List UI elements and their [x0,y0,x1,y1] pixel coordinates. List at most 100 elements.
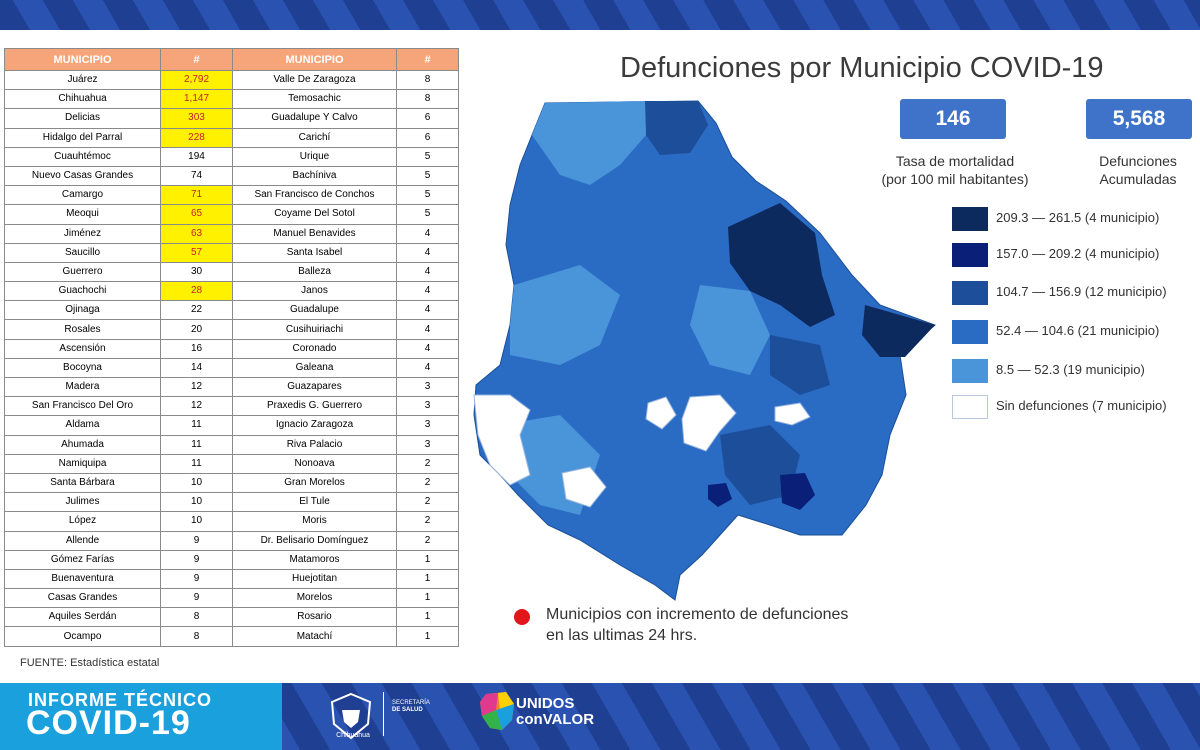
municipio-name-left: Jiménez [4,223,161,244]
death-count-right: 3 [396,396,459,417]
map-region-center-dark [770,335,830,395]
municipio-name-right: Nonoava [232,453,397,474]
municipio-name-right: Manuel Benavides [232,223,397,244]
municipio-name-left: Ascensión [4,338,161,359]
municipio-name-right: Matachí [232,626,397,647]
legend-swatch [952,207,988,231]
municipio-name-left: Camargo [4,185,161,206]
map-region-west-light [510,265,620,365]
red-marker-icon [514,609,530,625]
map-region-empty-4 [774,402,811,426]
banner-report-line1: INFORME TÉCNICO [28,690,212,710]
deaths-table: MUNICIPIO # MUNICIPIO # Juárez 2,792 Valle… [4,48,459,650]
table-row: Saucillo 57 Santa Isabel 4 [4,242,459,263]
death-count-right: 8 [396,89,459,110]
death-count-right: 1 [396,607,459,628]
death-count-right: 3 [396,434,459,455]
table-row: Ahumada 11 Riva Palacio 3 [4,434,459,455]
banner-report-line2: COVID-19 [26,704,191,742]
municipio-name-right: Balleza [232,261,397,283]
table-row: Buenaventura 9 Huejotitan 1 [4,568,459,590]
unidos-state-map-icon [480,692,514,730]
table-row: Meoqui 65 Coyame Del Sotol 5 [4,204,459,225]
legend-label: 104.7 — 156.9 (12 municipio) [996,284,1167,299]
municipio-name-left: Madera [4,376,161,398]
death-count-right: 5 [396,185,459,206]
death-count-right: 4 [396,223,459,244]
municipio-name-right: Cusihuiriachi [232,319,397,340]
municipio-name-left: Bocoyna [4,357,161,379]
municipio-name-right: Guadalupe Y Calvo [232,108,397,129]
death-count-left: 14 [160,357,233,379]
death-count-left: 12 [160,396,233,417]
table-row: Chihuahua 1,147 Temosachic 8 [4,89,459,110]
municipio-name-left: Hidalgo del Parral [4,127,161,148]
death-count-left: 57 [160,242,233,263]
death-count-right: 2 [396,492,459,513]
municipio-name-right: Guadalupe [232,300,397,321]
municipio-name-right: Riva Palacio [232,434,397,455]
death-count-right: 4 [396,357,459,379]
table-row: Ojinaga 22 Guadalupe 4 [4,300,459,321]
municipio-name-right: Valle De Zaragoza [232,69,397,91]
municipality-table: MUNICIPIO # MUNICIPIO # Juárez 2,792 Valle… [4,48,459,647]
table-row: Jiménez 63 Manuel Benavides 4 [4,223,459,244]
kpi-mortality-label-line1: Tasa de mortalidad [895,153,1015,169]
table-row: Juárez 2,792 Valle De Zaragoza 8 [4,69,459,91]
death-count-right: 1 [396,568,459,590]
municipio-name-left: Gómez Farías [4,549,161,570]
dept-line1: SECRETARÍA [392,700,430,706]
table-row: Madera 12 Guazapares 3 [4,376,459,398]
municipio-name-left: Saucillo [4,242,161,263]
death-count-left: 11 [160,415,233,436]
kpi-accumulated-deaths-label: Defunciones Acumuladas [1070,152,1200,188]
death-count-right: 1 [396,549,459,570]
table-row: Aquiles Serdán 8 Rosario 1 [4,607,459,628]
map-region-parral [780,473,815,510]
table-row: Bocoyna 14 Galeana 4 [4,357,459,379]
municipio-name-right: Coronado [232,338,397,359]
death-count-left: 9 [160,588,233,609]
legend-swatch [952,281,988,305]
table-row: Nuevo Casas Grandes 74 Bachíniva 5 [4,165,459,187]
municipio-name-left: Aldama [4,415,161,436]
municipio-name-left: Chihuahua [4,89,161,110]
municipio-name-right: Ignacio Zaragoza [232,415,397,436]
legend-swatch [952,395,988,419]
map-region-coyame [728,203,835,327]
table-row: Camargo 71 San Francisco de Conchos 5 [4,185,459,206]
legend-swatch [952,243,988,267]
death-count-left: 71 [160,185,233,206]
municipio-name-left: Guerrero [4,261,161,283]
death-count-left: 9 [160,568,233,590]
header-municipio-right: MUNICIPIO [232,48,397,71]
table-row: Santa Bárbara 10 Gran Morelos 2 [4,472,459,494]
death-count-right: 4 [396,281,459,302]
header-municipio-left: MUNICIPIO [4,48,161,71]
municipio-name-right: Galeana [232,357,397,379]
death-count-left: 9 [160,530,233,551]
map-region-empty-5 [561,466,607,508]
map-region-northwest [532,101,646,185]
table-row: San Francisco Del Oro 12 Praxedis G. Guerr… [4,396,459,417]
map-region-empty-3 [681,394,737,452]
municipio-name-left: Allende [4,530,161,551]
municipio-name-right: Janos [232,281,397,302]
death-count-right: 8 [396,69,459,91]
kpi-mortality-rate-value: 146 [900,99,1006,139]
municipio-name-right: Guazapares [232,376,397,398]
header-count-right: # [396,48,459,71]
municipio-name-left: Ocampo [4,626,161,647]
table-row: Gómez Farías 9 Matamoros 1 [4,549,459,570]
municipio-name-left: Delicias [4,108,161,129]
legend-label: 52.4 — 104.6 (21 municipio) [996,323,1160,338]
municipio-name-right: Urique [232,146,397,167]
death-count-right: 4 [396,261,459,283]
death-count-left: 194 [160,146,233,167]
death-count-left: 65 [160,204,233,225]
municipio-name-left: Ojinaga [4,300,161,321]
government-name: Chihuahua [336,732,370,739]
death-count-right: 6 [396,127,459,148]
municipio-name-right: Temosachic [232,89,397,110]
death-count-left: 10 [160,472,233,494]
